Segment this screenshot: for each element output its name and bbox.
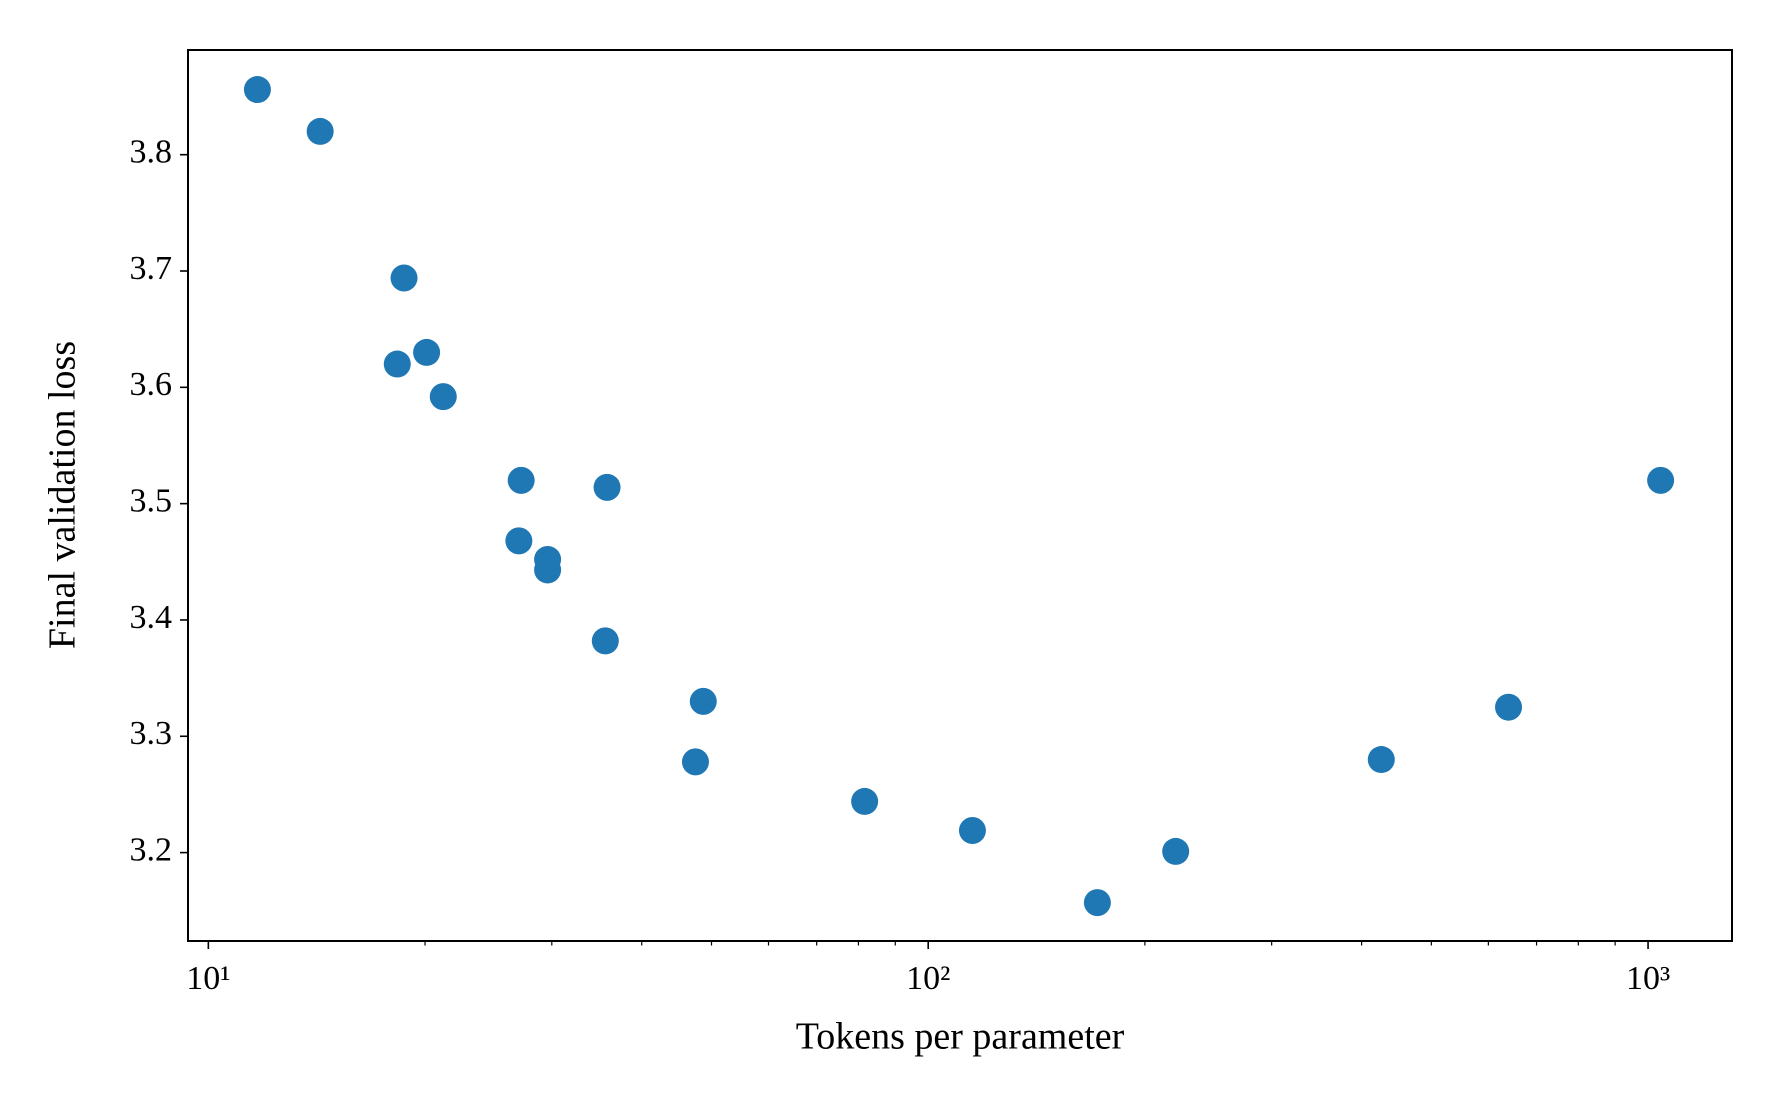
point xyxy=(243,76,271,104)
point xyxy=(306,117,334,145)
point xyxy=(689,687,717,715)
y-tick-label: 3.8 xyxy=(130,133,173,170)
point xyxy=(593,473,621,501)
plot-frame xyxy=(187,49,1733,942)
y-tick-label: 3.3 xyxy=(130,715,173,752)
point xyxy=(390,264,418,292)
point xyxy=(681,748,709,776)
point xyxy=(591,627,619,655)
point xyxy=(383,350,411,378)
point xyxy=(1647,466,1675,494)
point xyxy=(413,338,441,366)
point xyxy=(1495,693,1523,721)
y-tick-label: 3.6 xyxy=(130,366,173,403)
point xyxy=(958,816,986,844)
point xyxy=(505,527,533,555)
y-tick-label: 3.5 xyxy=(130,482,173,519)
x-axis-title: Tokens per parameter xyxy=(796,1016,1125,1058)
x-tick-label: 10² xyxy=(906,960,950,997)
y-tick-label: 3.4 xyxy=(130,599,173,636)
point xyxy=(1367,746,1395,774)
x-tick-label: 10¹ xyxy=(186,960,230,997)
x-tick-label: 10³ xyxy=(1626,960,1670,997)
point xyxy=(507,466,535,494)
y-tick-label: 3.7 xyxy=(130,250,173,287)
point xyxy=(851,787,879,815)
point xyxy=(534,556,562,584)
point xyxy=(429,383,457,411)
point xyxy=(1162,837,1190,865)
y-tick-label: 3.2 xyxy=(130,831,173,868)
y-axis-title: Final validation loss xyxy=(42,341,84,649)
point xyxy=(1083,889,1111,917)
